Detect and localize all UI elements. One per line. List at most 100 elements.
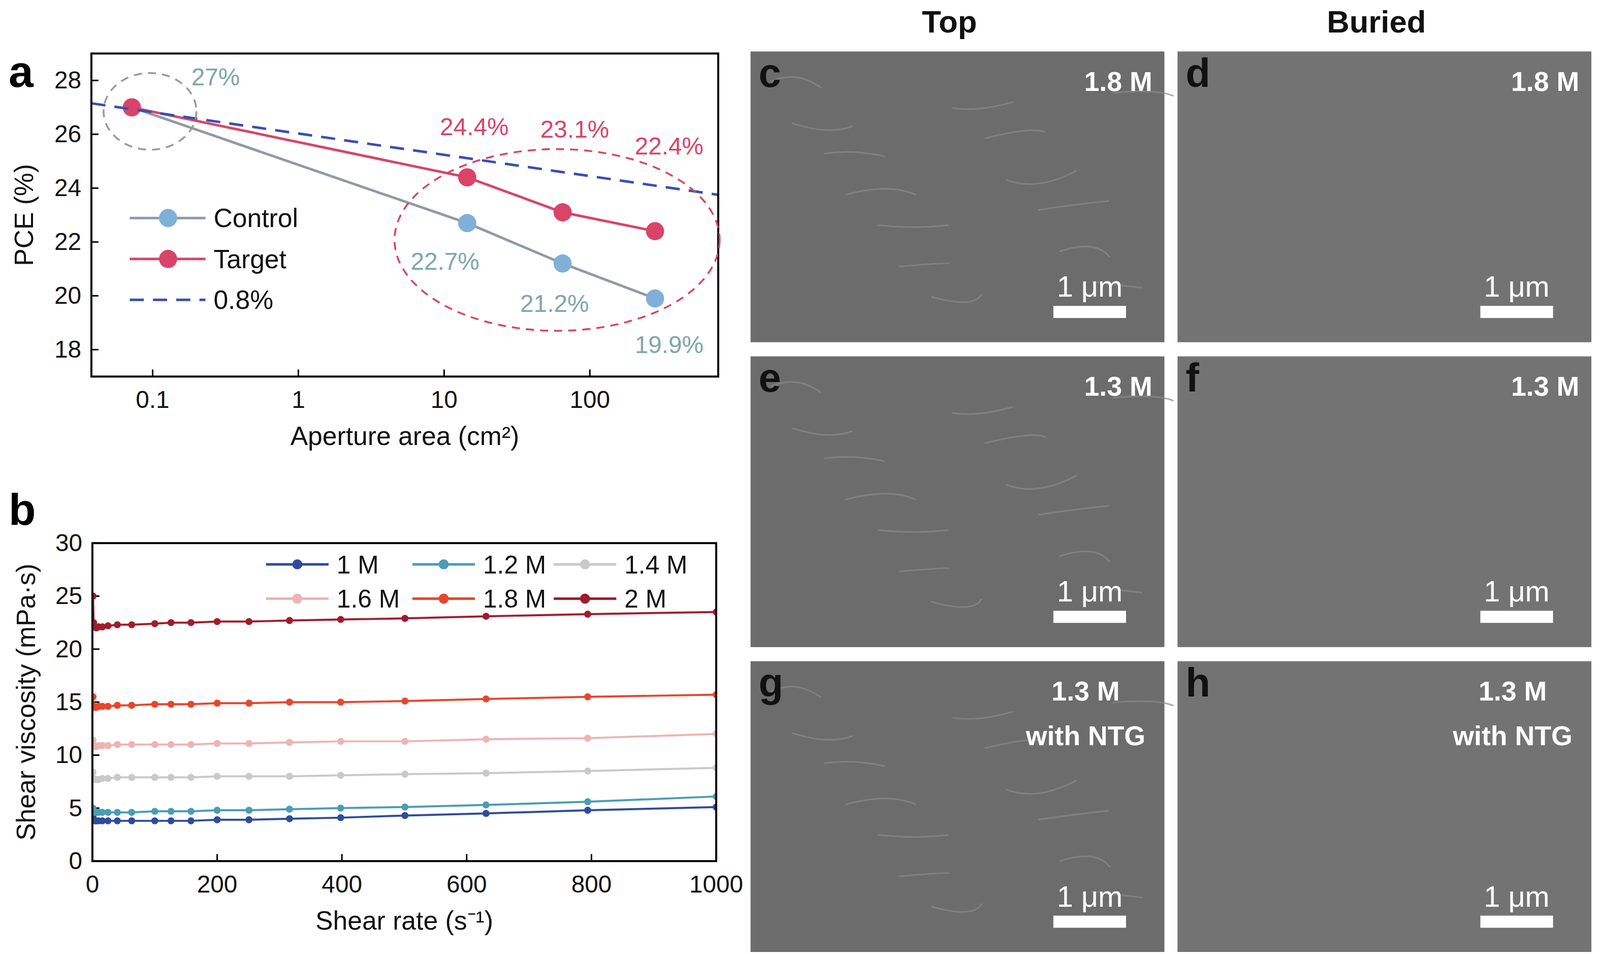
grain-boundary: [899, 263, 950, 267]
sem-panel: c1.8 M1 μm: [750, 50, 1174, 343]
y-tick: [91, 133, 99, 136]
series-marker: [113, 701, 121, 709]
series-marker: [104, 702, 112, 711]
y-tick-label: 28: [54, 66, 82, 94]
series-marker: [187, 807, 195, 815]
panel-letter: d: [1185, 50, 1211, 96]
image-panels: TopBuriedc1.8 M1 μmd1.8 M1 μme1.3 M1 μmf…: [750, 4, 1592, 952]
grain-boundary: [931, 293, 982, 303]
y-tick-label: 5: [68, 794, 83, 822]
series-marker: [584, 734, 592, 742]
x-tick-label: 0.1: [135, 386, 170, 413]
legend: 1 M1.2 M1.4 M1.6 M1.8 M2 M: [266, 550, 688, 614]
grain-boundary: [1038, 505, 1109, 516]
series-marker: [151, 773, 159, 781]
column-title: Top: [921, 4, 977, 40]
highlight-ellipse: [394, 148, 720, 331]
series-marker: [584, 806, 592, 814]
series-marker: [113, 773, 121, 781]
series-marker: [128, 701, 136, 709]
series-marker: [482, 735, 490, 743]
y-tick-label: 20: [55, 635, 83, 663]
x-tick-label: 100: [569, 386, 611, 413]
sem-image: [1177, 51, 1592, 342]
series-marker: [104, 808, 112, 816]
panel-label: 1.8 M: [1511, 66, 1580, 97]
series-marker: [213, 699, 221, 707]
series-marker: [401, 737, 409, 745]
x-tick-label: 800: [571, 870, 613, 898]
series-marker: [584, 693, 592, 701]
y-tick-label: 25: [55, 582, 83, 610]
y-tick-label: 24: [54, 174, 82, 202]
scale-bar-label: 1 μm: [1057, 880, 1123, 913]
legend-label: Target: [213, 244, 287, 274]
series-marker: [458, 168, 477, 187]
x-tick: [341, 853, 343, 861]
legend-label: 2 M: [624, 584, 667, 614]
series-marker: [337, 814, 345, 822]
sem-image: [750, 661, 1165, 952]
grain-boundary: [1038, 200, 1109, 210]
y-axis-title: Shear viscosity (mPa·s): [11, 563, 41, 841]
panel-letter: g: [758, 659, 784, 706]
legend-marker: [292, 559, 303, 570]
grain-boundary: [877, 225, 949, 228]
sem-panel: e1.3 M1 μm: [750, 355, 1174, 648]
legend-marker: [580, 559, 591, 570]
legend-label: 1.4 M: [624, 550, 688, 580]
series-marker: [128, 741, 136, 749]
grain-boundary: [1005, 170, 1077, 185]
series-marker: [187, 817, 195, 825]
panel-letter: c: [758, 50, 782, 96]
series-marker: [482, 612, 490, 620]
series-marker: [245, 806, 253, 814]
scale-bar-label: 1 μm: [1483, 880, 1550, 913]
panel-letter: f: [1185, 355, 1200, 401]
series-marker: [401, 803, 409, 811]
legend-label: 1 M: [336, 550, 379, 580]
grain-boundary: [952, 102, 1013, 110]
series-marker: [584, 767, 592, 775]
y-tick: [91, 241, 99, 243]
series-marker: [167, 817, 175, 825]
data-label: 24.4%: [439, 113, 509, 141]
series-marker: [458, 213, 477, 233]
x-tick: [590, 853, 593, 861]
series-marker: [151, 700, 159, 708]
panel-label: 1.3 M: [1511, 370, 1580, 402]
grain-boundary: [899, 873, 950, 877]
x-tick-label: 1000: [689, 870, 744, 898]
panel-letter: b: [8, 484, 36, 535]
panel-letter: a: [8, 46, 35, 97]
series-marker: [553, 254, 572, 273]
series-marker: [128, 773, 136, 781]
series-marker: [285, 739, 294, 747]
y-tick-label: 0: [68, 847, 83, 875]
figure: 0.1110100182022242628Aperture area (cm²)…: [0, 0, 1600, 954]
legend-label: 1.2 M: [483, 550, 547, 580]
series-marker: [113, 741, 121, 749]
series-marker: [482, 695, 490, 703]
series-marker: [401, 811, 409, 819]
y-tick: [92, 648, 100, 650]
legend-label: Control: [213, 203, 299, 233]
scale-bar: [1053, 305, 1127, 318]
series-marker: [167, 700, 175, 708]
grain-boundary: [1112, 700, 1174, 706]
panel-label: with NTG: [1025, 720, 1146, 751]
series-marker: [167, 807, 175, 815]
series-line: [132, 107, 656, 232]
grain-boundary: [877, 529, 949, 532]
sem-image: [1177, 356, 1592, 648]
grain-boundary: [1059, 551, 1110, 562]
series-marker: [482, 801, 490, 809]
series-marker: [337, 771, 345, 779]
x-tick-label: 1: [291, 386, 306, 413]
grain-boundary: [824, 456, 885, 462]
series-marker: [646, 221, 665, 241]
series-line: [92, 596, 717, 629]
series-marker: [167, 741, 175, 749]
series-marker: [245, 816, 253, 824]
panel-letter: e: [758, 355, 782, 401]
